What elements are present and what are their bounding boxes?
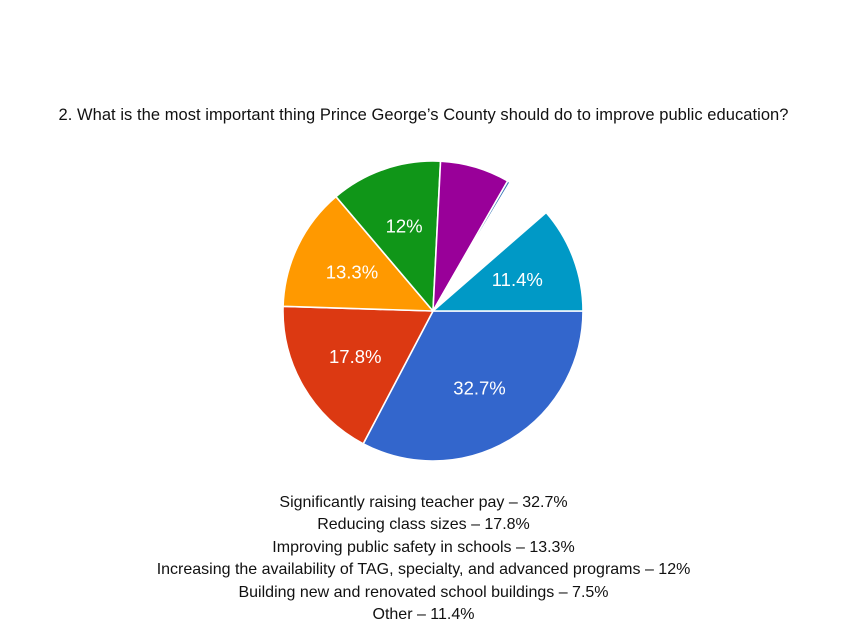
pie-slice-public-safety: [282, 195, 434, 312]
legend-item-teacher-pay: Significantly raising teacher pay – 32.7…: [279, 494, 568, 511]
pie-label-class-sizes: 17.8%: [329, 346, 381, 367]
legend-list: Significantly raising teacher pay – 32.7…: [0, 492, 847, 626]
pie-label-other: 11.4%: [492, 269, 543, 290]
legend-item-advanced-programs: Increasing the availability of TAG, spec…: [156, 561, 691, 579]
chart-question-title: 2. What is the most important thing Prin…: [58, 106, 789, 124]
pie-slice-advanced-programs: [335, 160, 442, 312]
legend-item-school-buildings: Building new and renovated school buildi…: [238, 583, 609, 601]
pie-label-teacher-pay: 32.7%: [453, 378, 505, 399]
pie-slice-other: [432, 211, 584, 312]
legend-item-class-sizes: Reducing class sizes – 17.8%: [317, 516, 530, 534]
pie-label-public-safety: 13.3%: [326, 261, 378, 282]
pie-slice-teacher-pay: [362, 310, 584, 462]
legend-item-other: Other – 11.4%: [372, 606, 475, 624]
pie-slice-class-sizes: [282, 305, 434, 445]
pie-label-advanced-programs: 12%: [386, 215, 423, 236]
legend-item-public-safety: Improving public safety in schools – 13.…: [272, 538, 575, 556]
